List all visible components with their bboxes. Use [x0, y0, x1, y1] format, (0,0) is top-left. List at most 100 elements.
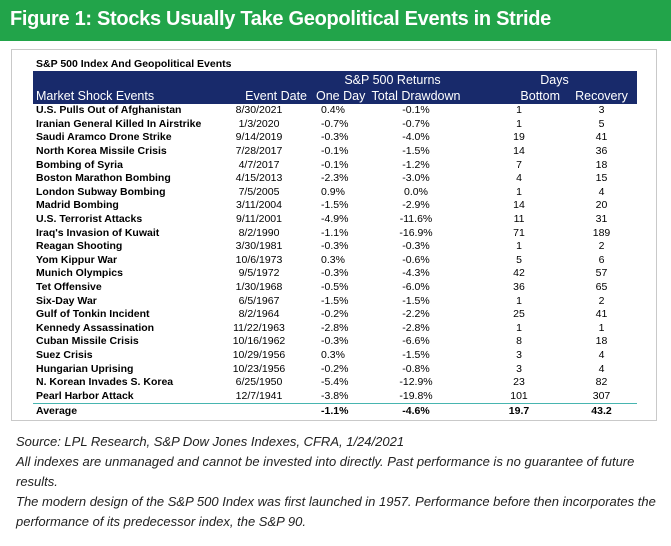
total-drawdown: -4.3%: [402, 267, 430, 280]
group-header-empty: [33, 71, 205, 88]
column-header-bottom: Bottom: [520, 89, 561, 103]
event-date: 8/2/1990: [238, 226, 280, 239]
average-row: Average -1.1% -4.6% 19.7 43.2: [33, 403, 638, 419]
one-day-return: -0.3%: [321, 335, 349, 348]
events-table: S&P 500 Returns Days Market Shock Events…: [33, 71, 638, 419]
table-row: Iraq's Invasion of Kuwait 8/2/1990 -1.1% -1…: [33, 226, 637, 240]
days-to-bottom: 1: [516, 117, 522, 130]
days-to-recovery: 41: [595, 131, 608, 144]
total-drawdown: -12.9%: [399, 376, 433, 389]
table-row: Pearl Harbor Attack 12/7/1941 -3.8% -19.8% 1…: [33, 389, 637, 403]
table-frame: [11, 49, 657, 421]
one-day-return: -4.9%: [321, 213, 349, 226]
days-to-bottom: 1: [516, 321, 522, 334]
days-to-recovery: 4: [598, 348, 605, 361]
table-row: Munich Olympics 9/5/1972 -0.3% -4.3% 42 57: [33, 267, 637, 281]
days-to-recovery: 36: [595, 145, 608, 158]
column-header-one-day: One Day: [316, 89, 366, 103]
days-to-recovery: 31: [595, 213, 608, 226]
column-header-row: Market Shock Events Event Date One Day T…: [33, 88, 638, 104]
table-row: Hungarian Uprising 10/23/1956 -0.2% -0.8% 3 4: [33, 362, 637, 376]
average-bottom: 19.7: [472, 403, 567, 419]
total-drawdown: 0.0%: [404, 185, 428, 198]
event-date: 4/7/2017: [238, 158, 280, 171]
event-name: Munich Olympics: [36, 267, 123, 280]
total-drawdown: -2.9%: [402, 199, 430, 212]
event-date: 10/16/1962: [232, 335, 286, 348]
event-date: 9/5/1972: [238, 267, 280, 280]
event-date: 1/30/1968: [235, 281, 283, 294]
table-row: U.S. Pulls Out of Afghanistan 8/30/2021 0.…: [33, 104, 637, 118]
one-day-return: -0.2%: [321, 362, 349, 375]
total-drawdown: -19.8%: [399, 389, 433, 402]
days-to-recovery: 18: [595, 158, 608, 171]
days-to-bottom: 1: [516, 104, 522, 117]
one-day-return: 0.9%: [321, 185, 345, 198]
days-to-recovery: 57: [595, 267, 608, 280]
event-date: 7/28/2017: [235, 145, 283, 158]
table-row: Cuban Missile Crisis 10/16/1962 -0.3% -6.6%…: [33, 335, 637, 349]
column-header-drawdown: Total Drawdown: [371, 89, 461, 103]
total-drawdown: -4.0%: [402, 131, 430, 144]
one-day-return: 0.3%: [321, 348, 345, 361]
column-header-recovery: Recovery: [575, 89, 628, 103]
table-row: Madrid Bombing 3/11/2004 -1.5% -2.9% 14 20: [33, 199, 637, 213]
total-drawdown: -16.9%: [399, 226, 433, 239]
event-name: Yom Kippur War: [36, 253, 118, 266]
event-date: 1/3/2020: [238, 117, 280, 130]
group-header-empty: [205, 71, 313, 88]
one-day-return: -2.8%: [321, 321, 349, 334]
total-drawdown: -11.6%: [399, 213, 433, 226]
notes: Source: LPL Research, S&P Dow Jones Inde…: [16, 432, 666, 532]
days-to-recovery: 5: [598, 117, 605, 130]
table-row: Yom Kippur War 10/6/1973 0.3% -0.6% 5 6: [33, 254, 637, 268]
one-day-return: -0.3%: [321, 131, 349, 144]
table-row: Reagan Shooting 3/30/1981 -0.3% -0.3% 1 2: [33, 240, 637, 254]
table-row: N. Korean Invades S. Korea 6/25/1950 -5.4%…: [33, 376, 637, 390]
total-drawdown: -2.2%: [402, 308, 430, 321]
table-row: London Subway Bombing 7/5/2005 0.9% 0.0% 1 4: [33, 186, 637, 200]
days-to-bottom: 101: [510, 389, 528, 402]
table-title: S&P 500 Index And Geopolitical Events: [36, 58, 232, 70]
days-to-bottom: 25: [513, 308, 525, 321]
table-row: Iranian General Killed In Airstrike 1/3/2…: [33, 118, 637, 132]
table-row: Tet Offensive 1/30/1968 -0.5% -6.0% 36 65: [33, 281, 637, 295]
event-date: 11/22/1963: [233, 321, 285, 334]
event-name: Iranian General Killed In Airstrike: [36, 117, 202, 130]
days-to-recovery: 82: [595, 376, 608, 389]
table-row: Gulf of Tonkin Incident 8/2/1964 -0.2% -2.2…: [33, 308, 637, 322]
table-row: Boston Marathon Bombing 4/15/2013 -2.3% -3.…: [33, 172, 637, 186]
total-drawdown: -0.7%: [402, 117, 430, 130]
event-name: Madrid Bombing: [36, 199, 119, 212]
days-to-recovery: 41: [595, 308, 608, 321]
one-day-return: -1.5%: [321, 199, 349, 212]
table-row: Suez Crisis 10/29/1956 0.3% -1.5% 3 4: [33, 349, 637, 363]
event-name: London Subway Bombing: [36, 185, 166, 198]
event-date: 10/23/1956: [232, 362, 286, 375]
total-drawdown: -3.0%: [402, 172, 430, 185]
table-row: Saudi Aramco Drone Strike 9/14/2019 -0.3% -…: [33, 131, 637, 145]
one-day-return: -3.8%: [321, 389, 349, 402]
total-drawdown: -1.5%: [402, 348, 430, 361]
disclaimer-note: All indexes are unmanaged and cannot be …: [16, 454, 635, 489]
event-name: Saudi Aramco Drone Strike: [36, 131, 172, 144]
column-header-date: Event Date: [245, 89, 307, 103]
one-day-return: -5.4%: [321, 376, 349, 389]
event-date: 10/6/1973: [235, 253, 283, 266]
days-to-recovery: 6: [598, 253, 605, 266]
event-name: Boston Marathon Bombing: [36, 172, 171, 185]
one-day-return: -0.1%: [321, 158, 349, 171]
total-drawdown: -0.6%: [402, 253, 430, 266]
event-date: 6/5/1967: [238, 294, 280, 307]
total-drawdown: -6.6%: [402, 335, 430, 348]
event-date: 10/29/1956: [232, 348, 286, 361]
total-drawdown: -6.0%: [402, 281, 430, 294]
days-to-recovery: 1: [598, 321, 605, 334]
days-to-recovery: 2: [598, 240, 605, 253]
event-date: 6/25/1950: [235, 376, 283, 389]
event-name: Kennedy Assassination: [36, 321, 155, 334]
days-to-bottom: 14: [513, 145, 525, 158]
days-to-bottom: 8: [516, 335, 522, 348]
event-name: N. Korean Invades S. Korea: [36, 376, 174, 389]
days-to-bottom: 7: [516, 158, 522, 171]
